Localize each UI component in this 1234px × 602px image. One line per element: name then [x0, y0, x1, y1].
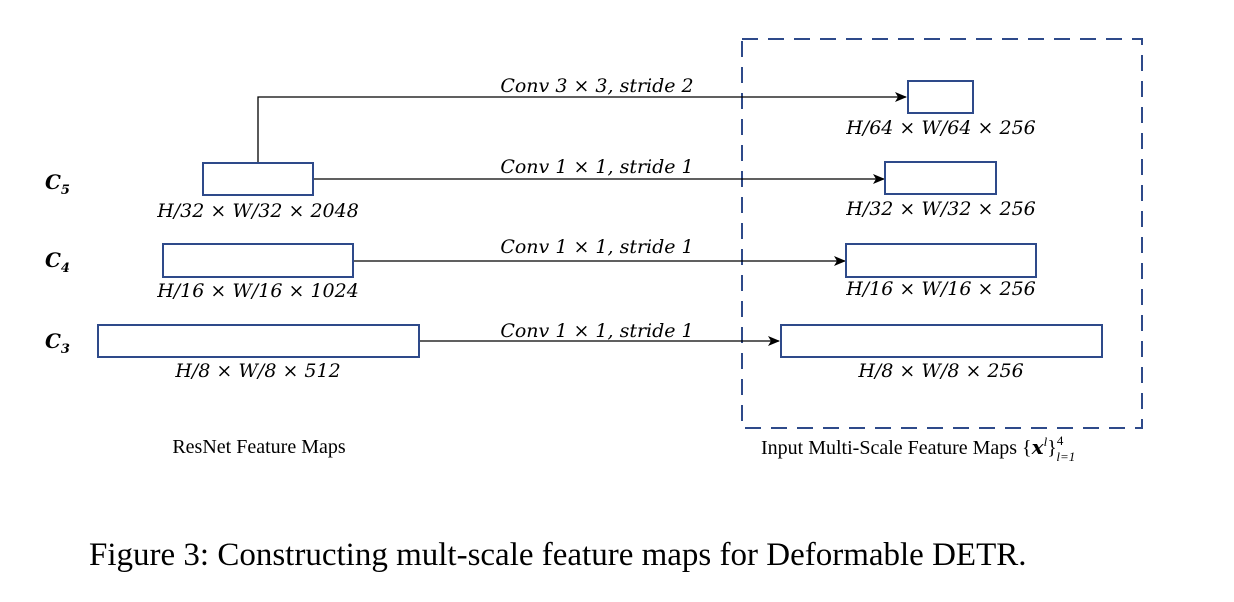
level-c3-label: C3 [45, 329, 70, 357]
conv3-arrow [257, 92, 907, 163]
multiscale-caption: Input Multi-Scale Feature Maps {xl}4 l=1 [761, 433, 1075, 464]
conv1-c5-label: Conv 1 × 1, stride 1 [500, 156, 693, 178]
conv1-c4-label: Conv 1 × 1, stride 1 [500, 236, 693, 258]
multiscale-8-box [780, 324, 1103, 358]
multiscale-dashed-region [741, 38, 1143, 429]
multiscale-8-dims: H/8 × W/8 × 256 [857, 360, 1023, 382]
level-c5-label: C5 [45, 170, 70, 198]
multiscale-32-dims: H/32 × W/32 × 256 [845, 198, 1036, 220]
level-c4-label: C4 [45, 248, 70, 276]
resnet-c3-box [97, 324, 420, 358]
multiscale-64-box [907, 80, 974, 114]
conv1-c3-label: Conv 1 × 1, stride 1 [500, 320, 693, 342]
multiscale-16-dims: H/16 × W/16 × 256 [845, 278, 1036, 300]
resnet-c4-box [162, 243, 354, 278]
resnet-c5-dims: H/32 × W/32 × 2048 [156, 200, 359, 222]
figure-caption: Figure 3: Constructing mult-scale featur… [89, 537, 1027, 573]
resnet-caption: ResNet Feature Maps [172, 436, 346, 458]
multiscale-16-box [845, 243, 1037, 278]
multiscale-32-box [884, 161, 997, 195]
resnet-c4-dims: H/16 × W/16 × 1024 [156, 280, 359, 302]
multiscale-64-dims: H/64 × W/64 × 256 [845, 117, 1036, 139]
conv3-label: Conv 3 × 3, stride 2 [500, 75, 693, 97]
resnet-c5-box [202, 162, 314, 196]
resnet-c3-dims: H/8 × W/8 × 512 [174, 360, 340, 382]
